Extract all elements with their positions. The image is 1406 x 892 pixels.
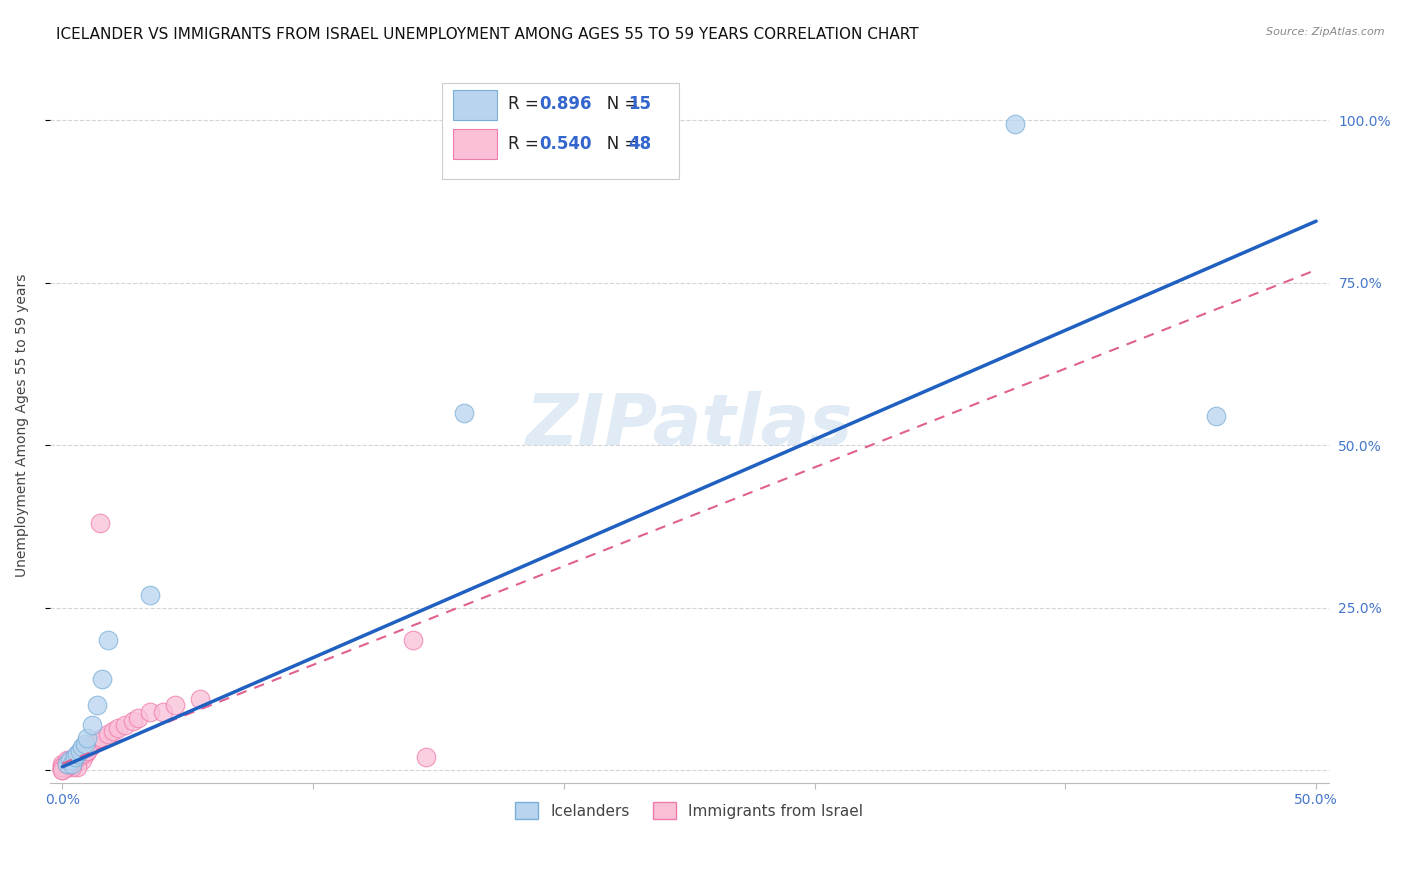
Point (114, 717, 136, 731)
Point (51, 760, 73, 774)
Point (51, 763, 73, 777)
Point (66, 750, 89, 764)
Point (53, 760, 76, 774)
Point (66, 760, 89, 774)
Point (63, 750, 86, 764)
Point (402, 633, 425, 648)
Text: ZIPatlas: ZIPatlas (526, 392, 853, 460)
Point (82, 737, 104, 751)
Point (59, 753, 82, 767)
Point (86, 734, 108, 748)
FancyBboxPatch shape (453, 90, 498, 120)
Text: N =: N = (591, 95, 644, 113)
Point (60, 753, 83, 767)
Point (59, 756, 82, 771)
Point (76, 743, 98, 757)
Point (56, 760, 79, 774)
Point (60, 756, 83, 771)
Point (89, 516, 111, 531)
Point (53, 760, 76, 774)
Point (79, 740, 101, 755)
Point (73, 747, 96, 761)
Point (1205, 409, 1227, 423)
Point (56, 756, 79, 771)
Text: 15: 15 (628, 95, 651, 113)
Point (72, 747, 94, 761)
Point (1004, 117, 1026, 131)
Point (76, 743, 98, 757)
Point (51, 756, 73, 771)
Y-axis label: Unemployment Among Ages 55 to 59 years: Unemployment Among Ages 55 to 59 years (15, 274, 30, 577)
Point (96, 633, 118, 648)
Point (72, 740, 94, 755)
Point (59, 753, 82, 767)
Point (139, 588, 162, 602)
Point (82, 717, 104, 731)
Text: ICELANDER VS IMMIGRANTS FROM ISRAEL UNEMPLOYMENT AMONG AGES 55 TO 59 YEARS CORRE: ICELANDER VS IMMIGRANTS FROM ISRAEL UNEM… (56, 27, 920, 42)
Text: R =: R = (508, 135, 544, 153)
Point (139, 705, 162, 719)
Point (56, 756, 79, 771)
Point (56, 753, 79, 767)
Point (165, 698, 187, 712)
Point (53, 756, 76, 771)
Point (69, 750, 91, 764)
Point (453, 406, 475, 420)
Point (59, 756, 82, 771)
Point (69, 743, 91, 757)
FancyBboxPatch shape (453, 129, 498, 160)
Point (66, 750, 89, 764)
Point (107, 721, 129, 735)
Text: 0.540: 0.540 (540, 135, 592, 153)
Point (152, 705, 174, 719)
Point (72, 747, 94, 761)
Point (91, 731, 114, 745)
Point (121, 714, 143, 729)
Point (76, 731, 98, 745)
Point (127, 711, 149, 725)
Point (73, 737, 96, 751)
Point (415, 750, 437, 764)
Point (91, 672, 114, 686)
Point (63, 750, 86, 764)
Point (101, 724, 124, 739)
Text: 0.896: 0.896 (540, 95, 592, 113)
Text: R =: R = (508, 95, 544, 113)
Point (96, 727, 118, 741)
Point (188, 691, 211, 706)
Point (60, 753, 83, 767)
Point (51, 763, 73, 777)
Point (63, 753, 86, 767)
Legend: Icelanders, Immigrants from Israel: Icelanders, Immigrants from Israel (509, 796, 869, 825)
Text: 48: 48 (628, 135, 651, 153)
Point (51, 760, 73, 774)
Point (66, 747, 89, 761)
Point (72, 753, 94, 767)
Point (60, 760, 83, 774)
FancyBboxPatch shape (443, 83, 679, 179)
Point (56, 756, 79, 771)
Text: N =: N = (591, 135, 644, 153)
Text: Source: ZipAtlas.com: Source: ZipAtlas.com (1267, 27, 1385, 37)
Point (86, 698, 108, 712)
Point (60, 756, 83, 771)
